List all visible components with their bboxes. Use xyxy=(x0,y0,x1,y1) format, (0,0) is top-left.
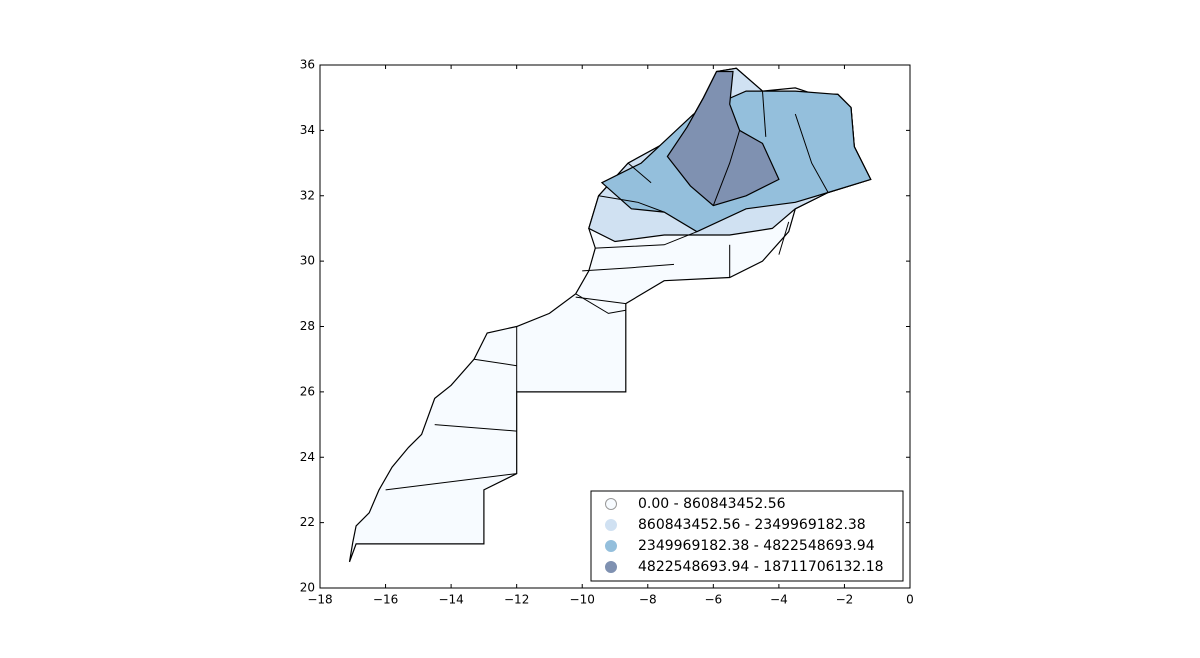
region-border xyxy=(778,221,790,255)
y-tick-label: 28 xyxy=(300,319,315,333)
x-tick-label: −10 xyxy=(570,593,595,607)
region xyxy=(666,70,780,207)
region-border xyxy=(474,358,517,367)
legend: 0.00 - 860843452.56 860843452.56 - 234996… xyxy=(590,490,904,582)
legend-label: 860843452.56 - 2349969182.38 xyxy=(638,517,866,533)
y-tick-label: 24 xyxy=(300,450,315,464)
x-tick-label: −2 xyxy=(836,593,854,607)
legend-swatch xyxy=(605,519,617,531)
legend-swatch xyxy=(605,540,617,552)
region-border xyxy=(762,91,767,137)
x-tick-label: −16 xyxy=(373,593,398,607)
region-border xyxy=(582,263,675,272)
x-tick-label: −12 xyxy=(504,593,529,607)
x-tick-label: −4 xyxy=(770,593,788,607)
region-border xyxy=(575,296,626,305)
x-tick-label: −14 xyxy=(438,593,463,607)
legend-label: 0.00 - 860843452.56 xyxy=(638,496,786,512)
region-border xyxy=(575,293,626,314)
legend-box xyxy=(590,490,904,582)
region-border xyxy=(434,424,517,432)
y-tick-label: 22 xyxy=(300,515,315,529)
x-tick-label: −18 xyxy=(307,593,332,607)
y-tick-label: 20 xyxy=(300,581,315,595)
y-tick-label: 26 xyxy=(300,384,315,398)
legend-swatch xyxy=(605,561,617,573)
y-tick-label: 36 xyxy=(300,58,315,72)
region-border xyxy=(595,231,698,249)
x-tick-label: 0 xyxy=(906,593,914,607)
x-tick-label: −6 xyxy=(704,593,722,607)
region-border xyxy=(385,473,517,491)
region-border xyxy=(794,113,829,193)
y-tick-label: 30 xyxy=(300,254,315,268)
region-border xyxy=(627,162,652,184)
y-tick-label: 34 xyxy=(300,123,315,137)
x-tick-label: −8 xyxy=(639,593,657,607)
y-tick-label: 32 xyxy=(300,188,315,202)
region-border xyxy=(598,195,665,213)
legend-swatch xyxy=(605,498,617,510)
region-border xyxy=(712,130,741,206)
legend-label: 2349969182.38 - 4822548693.94 xyxy=(638,538,875,554)
legend-label: 4822548693.94 - 18711706132.18 xyxy=(638,559,884,575)
